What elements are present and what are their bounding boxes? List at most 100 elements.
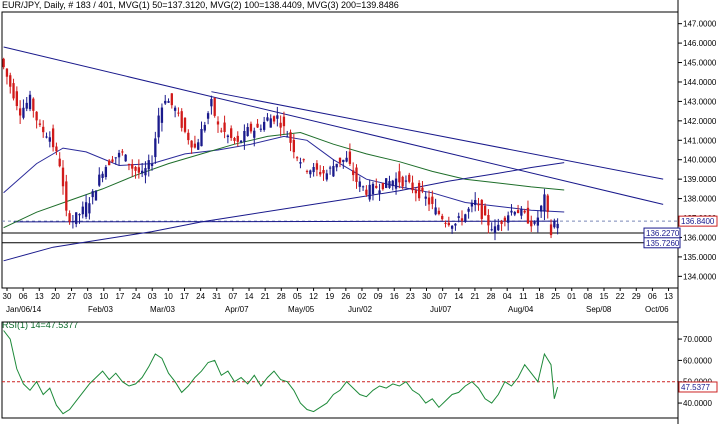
candle-body bbox=[160, 107, 164, 123]
candle-body bbox=[154, 138, 157, 158]
candle-body bbox=[421, 187, 424, 192]
date-tick-label: 05 bbox=[293, 292, 302, 301]
candle-body bbox=[424, 196, 427, 199]
candle bbox=[127, 163, 131, 171]
candle-body bbox=[427, 197, 431, 205]
candle-body bbox=[236, 135, 239, 142]
candle bbox=[213, 97, 216, 118]
date-tick-label: 22 bbox=[616, 292, 625, 301]
candle bbox=[94, 190, 98, 201]
candle-body bbox=[137, 167, 141, 173]
candle-body bbox=[45, 136, 48, 138]
candle-body bbox=[276, 115, 279, 119]
candle bbox=[42, 120, 45, 138]
date-tick-label: 13 bbox=[35, 292, 44, 301]
candle bbox=[348, 143, 352, 166]
candle bbox=[236, 131, 239, 147]
candle bbox=[302, 158, 305, 163]
candle bbox=[15, 86, 18, 111]
ma50-line bbox=[3, 135, 565, 213]
candle-body bbox=[38, 123, 42, 125]
candle-body bbox=[299, 162, 302, 164]
candle bbox=[507, 211, 510, 231]
candle-body bbox=[22, 107, 25, 118]
candle bbox=[355, 164, 358, 189]
rsi-header: RSI(1) 14=47.5377 bbox=[2, 320, 79, 330]
date-tick-label: 23 bbox=[406, 292, 415, 301]
timeframe-label: Daily bbox=[43, 0, 64, 10]
candle bbox=[530, 215, 533, 232]
candle-body bbox=[223, 122, 226, 132]
candle-body bbox=[404, 180, 408, 182]
candle bbox=[464, 213, 467, 223]
candle bbox=[65, 174, 68, 217]
candle bbox=[503, 215, 507, 227]
candle-body bbox=[490, 229, 493, 231]
date-tick-label: 15 bbox=[600, 292, 609, 301]
candle-body bbox=[467, 208, 470, 212]
candle bbox=[325, 169, 328, 182]
candle-body bbox=[28, 94, 32, 110]
month-label: Oct/06 bbox=[645, 305, 669, 314]
candle-body bbox=[167, 101, 170, 103]
candle-body bbox=[302, 159, 305, 161]
date-tick-label: 07 bbox=[438, 292, 447, 301]
candle bbox=[51, 124, 55, 152]
candle bbox=[523, 208, 526, 214]
candle-body bbox=[441, 215, 444, 220]
candle bbox=[361, 185, 365, 191]
candle bbox=[101, 171, 104, 183]
date-tick-label: 30 bbox=[422, 292, 431, 301]
candle bbox=[332, 159, 335, 177]
price-tick-label: 134.0000 bbox=[683, 272, 717, 281]
candle-body bbox=[157, 115, 160, 138]
candle bbox=[427, 190, 431, 212]
candle bbox=[2, 57, 5, 70]
candle bbox=[437, 207, 441, 216]
price-tick-label: 142.0000 bbox=[683, 117, 717, 126]
candle-body bbox=[385, 178, 388, 188]
candle bbox=[22, 99, 25, 120]
price-tick-label: 139.0000 bbox=[683, 175, 717, 184]
candle bbox=[490, 222, 493, 232]
candle bbox=[147, 154, 150, 177]
date-tick-label: 24 bbox=[196, 292, 205, 301]
candle bbox=[381, 182, 385, 191]
candle-body bbox=[180, 111, 183, 128]
rsi-line bbox=[3, 330, 559, 415]
candle bbox=[279, 115, 282, 137]
candle bbox=[68, 210, 71, 225]
price-tick-label: 147.0000 bbox=[683, 20, 717, 29]
date-tick-label: 17 bbox=[180, 292, 189, 301]
candle-body bbox=[319, 171, 322, 175]
candle-body bbox=[210, 98, 213, 107]
date-tick-label: 18 bbox=[535, 292, 544, 301]
candle bbox=[335, 163, 338, 172]
candle-body bbox=[104, 166, 108, 178]
candle bbox=[536, 210, 540, 233]
price-tick-label: 140.0000 bbox=[683, 156, 717, 165]
candle bbox=[154, 131, 157, 164]
price-tick-label: 145.0000 bbox=[683, 59, 717, 68]
candle-body bbox=[150, 163, 154, 166]
candle-body bbox=[507, 215, 510, 223]
candle-body bbox=[75, 212, 78, 225]
candle bbox=[342, 159, 345, 169]
candle-body bbox=[246, 127, 249, 136]
date-tick-label: 21 bbox=[261, 292, 270, 301]
candle-body bbox=[230, 128, 233, 138]
candle-body bbox=[539, 205, 543, 212]
candle-body bbox=[437, 210, 441, 215]
candle bbox=[411, 175, 414, 194]
candle-body bbox=[513, 211, 516, 215]
candle-body bbox=[460, 218, 464, 221]
candle bbox=[75, 212, 78, 228]
candle-body bbox=[266, 117, 269, 121]
candle-body bbox=[206, 113, 210, 119]
candle-body bbox=[457, 216, 460, 218]
rsi-value-label: 47.5377 bbox=[681, 383, 710, 392]
month-label: Jun/02 bbox=[348, 305, 373, 314]
candle bbox=[266, 113, 269, 122]
candle bbox=[444, 220, 447, 228]
